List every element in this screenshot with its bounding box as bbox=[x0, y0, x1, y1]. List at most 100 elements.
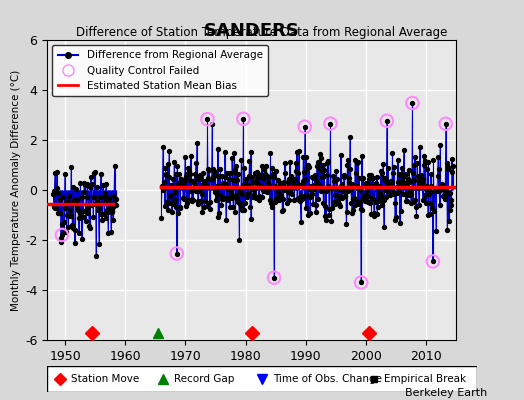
Point bbox=[326, 120, 335, 127]
Point bbox=[313, 178, 321, 185]
Y-axis label: Monthly Temperature Anomaly Difference (°C): Monthly Temperature Anomaly Difference (… bbox=[11, 69, 21, 311]
Point bbox=[412, 204, 420, 210]
Point bbox=[236, 200, 244, 207]
Point bbox=[103, 208, 112, 215]
Point bbox=[178, 178, 187, 184]
Point bbox=[210, 173, 219, 180]
Point bbox=[417, 172, 425, 178]
Point bbox=[243, 183, 252, 189]
Point bbox=[188, 198, 196, 205]
Point bbox=[364, 198, 372, 205]
Point bbox=[419, 197, 427, 203]
Point bbox=[318, 168, 326, 174]
Point bbox=[439, 193, 447, 200]
Point bbox=[160, 179, 168, 185]
Point bbox=[289, 184, 297, 190]
Point bbox=[256, 172, 264, 178]
Point bbox=[311, 202, 320, 208]
Point bbox=[262, 184, 270, 190]
Point bbox=[367, 172, 375, 178]
Point bbox=[220, 194, 228, 201]
Point bbox=[358, 175, 367, 181]
Point bbox=[84, 210, 92, 216]
Point bbox=[258, 163, 266, 170]
Point bbox=[57, 235, 66, 242]
Point bbox=[369, 174, 377, 181]
Point bbox=[204, 166, 213, 173]
Point bbox=[438, 180, 446, 187]
Point bbox=[52, 205, 60, 212]
Point bbox=[270, 274, 278, 281]
Point bbox=[248, 179, 257, 186]
Point bbox=[95, 205, 104, 211]
Point bbox=[71, 227, 79, 234]
Point bbox=[314, 158, 322, 165]
Point bbox=[428, 205, 436, 211]
Point bbox=[200, 204, 208, 210]
Point bbox=[377, 170, 386, 177]
Point bbox=[207, 176, 215, 182]
Point bbox=[436, 142, 444, 148]
Point bbox=[282, 184, 291, 190]
Point bbox=[232, 163, 241, 170]
Point bbox=[359, 192, 368, 198]
Point bbox=[234, 199, 243, 205]
Point bbox=[200, 181, 209, 187]
Point bbox=[225, 176, 233, 182]
Point bbox=[231, 208, 239, 215]
Point bbox=[302, 154, 311, 160]
Point bbox=[420, 153, 428, 160]
Point bbox=[287, 177, 295, 184]
Point bbox=[389, 170, 397, 176]
Point bbox=[105, 195, 114, 202]
Point bbox=[216, 166, 224, 172]
Point bbox=[87, 202, 95, 208]
Point bbox=[374, 194, 383, 201]
Point bbox=[355, 187, 364, 193]
Point bbox=[337, 195, 346, 202]
Point bbox=[224, 186, 233, 192]
Point bbox=[90, 170, 99, 176]
Point bbox=[310, 182, 318, 188]
Point bbox=[354, 175, 363, 182]
Point bbox=[221, 149, 229, 155]
Point bbox=[181, 154, 189, 160]
Point bbox=[85, 223, 93, 229]
Point bbox=[169, 176, 177, 182]
Point bbox=[345, 179, 354, 185]
Point bbox=[402, 198, 411, 204]
Text: Station Move: Station Move bbox=[71, 374, 139, 384]
Point bbox=[364, 193, 373, 200]
Point bbox=[429, 157, 438, 163]
Point bbox=[409, 170, 418, 176]
Point bbox=[187, 153, 195, 159]
Point bbox=[62, 229, 71, 236]
Point bbox=[429, 258, 437, 265]
Point bbox=[181, 176, 190, 182]
Point bbox=[436, 183, 445, 189]
FancyBboxPatch shape bbox=[47, 366, 477, 392]
Point bbox=[203, 116, 212, 122]
Point bbox=[392, 214, 400, 221]
Point bbox=[274, 189, 282, 196]
Point bbox=[308, 174, 316, 180]
Point bbox=[267, 204, 276, 210]
Point bbox=[443, 227, 452, 233]
Point bbox=[361, 183, 369, 190]
Point bbox=[264, 186, 272, 192]
Point bbox=[309, 186, 318, 192]
Point bbox=[78, 236, 86, 242]
Point bbox=[111, 163, 119, 169]
Point bbox=[194, 176, 203, 182]
Point bbox=[320, 167, 329, 173]
Point bbox=[192, 188, 200, 194]
Point bbox=[179, 195, 187, 201]
Point bbox=[366, 182, 375, 188]
Point bbox=[168, 183, 176, 189]
Point bbox=[182, 173, 191, 180]
Point bbox=[438, 184, 446, 190]
Point bbox=[333, 176, 341, 182]
Point bbox=[292, 149, 301, 155]
Point bbox=[227, 192, 235, 198]
Point bbox=[59, 194, 67, 201]
